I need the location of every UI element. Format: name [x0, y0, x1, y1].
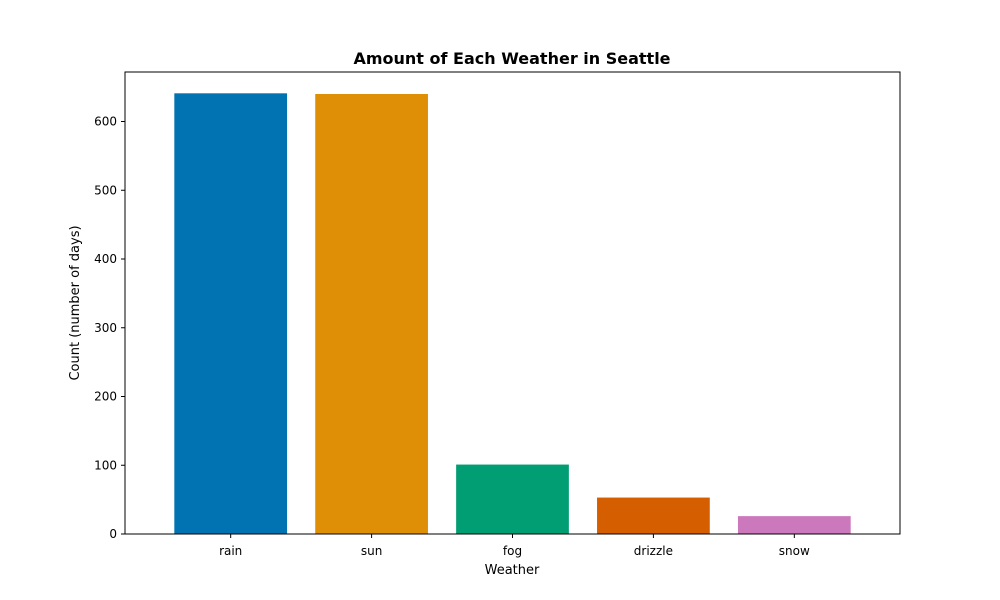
x-tick-label-fog: fog	[503, 544, 522, 558]
y-tick-label: 400	[94, 252, 117, 266]
y-tick-label: 200	[94, 390, 117, 404]
x-axis-label: Weather	[485, 563, 540, 578]
x-tick-label-snow: snow	[779, 544, 810, 558]
y-tick-label: 600	[94, 115, 117, 129]
x-axis: rain sun fog drizzle snow	[219, 534, 810, 558]
x-tick-label-sun: sun	[361, 544, 382, 558]
bar-fog	[456, 464, 569, 534]
y-tick-label: 500	[94, 183, 117, 197]
chart-title: Amount of Each Weather in Seattle	[353, 49, 670, 68]
bar-rain	[174, 93, 288, 534]
x-tick-label-drizzle: drizzle	[634, 544, 673, 558]
y-tick-label: 300	[94, 321, 117, 335]
bar-drizzle	[597, 497, 710, 534]
bar-sun	[315, 94, 428, 534]
x-tick-label-rain: rain	[219, 544, 242, 558]
y-axis: 0 100 200 300 400 500 600	[94, 115, 125, 541]
bars-group	[174, 93, 851, 534]
bar-snow	[737, 516, 851, 534]
y-axis-label: Count (number of days)	[68, 225, 83, 380]
y-tick-label: 100	[94, 458, 117, 472]
y-tick-label: 0	[109, 527, 117, 541]
